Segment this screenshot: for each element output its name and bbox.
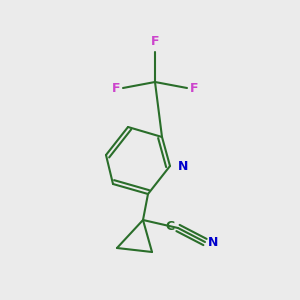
Text: N: N (178, 160, 188, 172)
Text: F: F (112, 82, 120, 94)
Text: N: N (208, 236, 218, 248)
Text: F: F (151, 35, 159, 48)
Text: F: F (190, 82, 199, 94)
Text: C: C (166, 220, 175, 233)
